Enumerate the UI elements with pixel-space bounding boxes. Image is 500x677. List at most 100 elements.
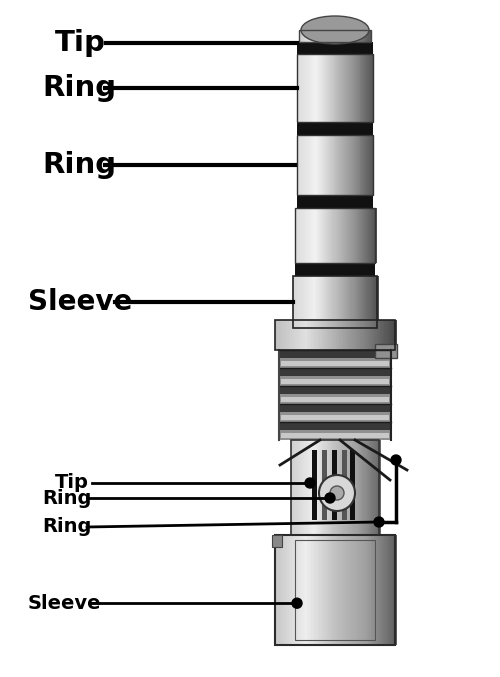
Bar <box>367 208 368 263</box>
Bar <box>302 30 304 42</box>
Bar <box>279 404 391 412</box>
Bar <box>279 350 391 358</box>
Bar <box>286 535 288 645</box>
Bar <box>312 135 314 195</box>
Bar <box>338 320 340 350</box>
Bar <box>293 440 295 535</box>
Bar <box>279 422 391 430</box>
Bar <box>295 263 375 276</box>
Bar <box>301 320 303 350</box>
Bar <box>378 440 380 535</box>
Bar <box>311 208 312 263</box>
Bar <box>351 30 352 42</box>
Bar <box>305 208 306 263</box>
Bar <box>330 440 332 535</box>
Bar <box>375 276 376 328</box>
Bar <box>298 208 300 263</box>
Bar <box>317 54 318 122</box>
Bar <box>326 276 328 328</box>
Bar <box>325 135 326 195</box>
Bar <box>309 30 310 42</box>
Bar <box>358 276 360 328</box>
Bar <box>369 440 370 535</box>
Bar <box>324 276 326 328</box>
Bar <box>364 208 366 263</box>
Bar <box>332 320 334 350</box>
Bar <box>334 54 335 122</box>
Bar <box>332 30 333 42</box>
Bar <box>380 535 382 645</box>
Bar <box>332 208 334 263</box>
Bar <box>310 535 312 645</box>
Bar <box>334 208 335 263</box>
Bar <box>312 450 317 520</box>
Bar <box>313 208 314 263</box>
Bar <box>339 30 340 42</box>
Bar <box>358 30 360 42</box>
Bar <box>309 208 310 263</box>
Bar <box>327 54 328 122</box>
Bar <box>362 320 364 350</box>
Bar <box>326 320 328 350</box>
Bar <box>304 30 306 42</box>
Bar <box>303 135 304 195</box>
Bar <box>336 208 338 263</box>
Bar <box>348 440 350 535</box>
Bar <box>308 440 310 535</box>
Bar <box>284 320 286 350</box>
Bar <box>351 135 352 195</box>
Bar <box>310 440 312 535</box>
Bar <box>370 535 372 645</box>
Bar <box>318 30 320 42</box>
Bar <box>338 208 340 263</box>
Bar <box>328 535 330 645</box>
Bar <box>344 276 346 328</box>
Bar <box>344 208 346 263</box>
Bar <box>298 535 300 645</box>
Bar <box>306 208 308 263</box>
Circle shape <box>319 475 355 511</box>
Bar <box>358 440 360 535</box>
Bar <box>327 276 328 328</box>
Bar <box>342 30 344 42</box>
Bar <box>323 54 324 122</box>
Bar <box>362 276 364 328</box>
Bar <box>324 320 326 350</box>
Bar <box>366 30 368 42</box>
Bar <box>348 276 350 328</box>
Bar <box>310 320 312 350</box>
Bar <box>304 135 306 195</box>
Bar <box>296 440 297 535</box>
Bar <box>275 320 395 350</box>
Circle shape <box>305 478 315 488</box>
Bar <box>349 135 350 195</box>
Bar <box>334 208 336 263</box>
Bar <box>380 320 382 350</box>
Bar <box>316 208 317 263</box>
Bar <box>366 54 367 122</box>
Bar <box>347 54 348 122</box>
Bar <box>346 30 347 42</box>
Bar <box>332 208 333 263</box>
Bar <box>342 135 344 195</box>
Bar <box>320 208 321 263</box>
Bar <box>324 208 326 263</box>
Text: Tip: Tip <box>55 29 106 57</box>
Bar <box>347 276 349 328</box>
Bar <box>356 30 358 42</box>
Bar <box>296 276 298 328</box>
Bar <box>334 440 335 535</box>
Bar <box>321 30 322 42</box>
Bar <box>392 320 394 350</box>
Bar <box>376 535 378 645</box>
Bar <box>325 535 327 645</box>
Bar <box>354 30 356 42</box>
Bar <box>330 135 331 195</box>
Bar <box>344 535 345 645</box>
Bar <box>360 440 362 535</box>
Bar <box>325 320 327 350</box>
Bar <box>338 208 339 263</box>
Bar <box>361 440 363 535</box>
Bar <box>312 208 314 263</box>
Bar <box>310 135 311 195</box>
